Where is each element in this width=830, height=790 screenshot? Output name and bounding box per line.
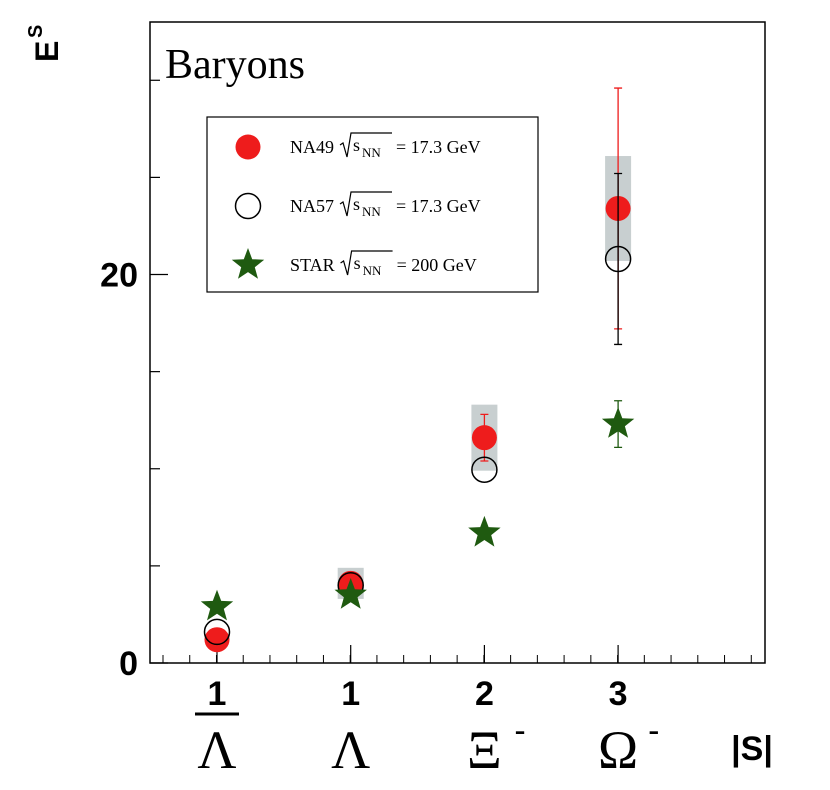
point bbox=[601, 407, 635, 438]
sqrt-sign bbox=[339, 191, 392, 217]
legend-label: NA49 bbox=[290, 137, 334, 157]
point bbox=[203, 618, 231, 646]
legend-label: STAR bbox=[290, 255, 335, 275]
legend-sqrt-var: s bbox=[354, 253, 361, 273]
point bbox=[604, 245, 632, 273]
point bbox=[468, 515, 501, 547]
particle-label: Ξ bbox=[467, 720, 502, 780]
legend-energy: = 17.3 GeV bbox=[396, 196, 481, 216]
legend-label: NA57 bbox=[290, 196, 334, 216]
legend-marker bbox=[235, 134, 261, 160]
point bbox=[204, 627, 230, 653]
legend-sqrt-sub: NN bbox=[363, 263, 382, 278]
x-tick-label: 1 bbox=[341, 675, 360, 713]
legend-sqrt-sub: NN bbox=[362, 145, 381, 160]
sqrt-sign bbox=[340, 250, 393, 276]
y-axis-label: E S bbox=[25, 25, 65, 62]
x-tick-label: 2 bbox=[475, 675, 494, 713]
point bbox=[471, 425, 497, 451]
point bbox=[200, 589, 234, 621]
y-tick-label: 20 bbox=[100, 257, 138, 295]
particle-charge: - bbox=[648, 712, 659, 750]
particle-label: Ω bbox=[598, 720, 638, 780]
y-label-sup: S bbox=[25, 25, 47, 38]
legend-sqrt-var: s bbox=[353, 135, 360, 155]
y-tick-label: 0 bbox=[119, 645, 138, 683]
x-tick-label: 3 bbox=[609, 675, 628, 713]
legend-energy: = 17.3 GeV bbox=[396, 137, 481, 157]
x-axis-label: |S| bbox=[731, 730, 773, 768]
point bbox=[334, 578, 367, 609]
particle-label: Λ bbox=[197, 720, 236, 780]
legend-box bbox=[206, 116, 539, 293]
particle-charge: - bbox=[514, 712, 525, 750]
legend-marker bbox=[231, 248, 265, 279]
particle-label: Λ bbox=[331, 720, 370, 780]
legend-marker bbox=[234, 192, 262, 220]
point bbox=[471, 456, 498, 483]
legend-energy: = 200 GeV bbox=[397, 255, 477, 275]
x-tick-label: 1 bbox=[208, 675, 227, 713]
y-label-main: E bbox=[29, 41, 65, 62]
legend-sqrt-var: s bbox=[353, 194, 360, 214]
legend-sqrt-sub: NN bbox=[362, 204, 381, 219]
chart-title: Baryons bbox=[165, 42, 305, 88]
sqrt-sign bbox=[339, 132, 392, 158]
error-bar bbox=[614, 172, 623, 346]
